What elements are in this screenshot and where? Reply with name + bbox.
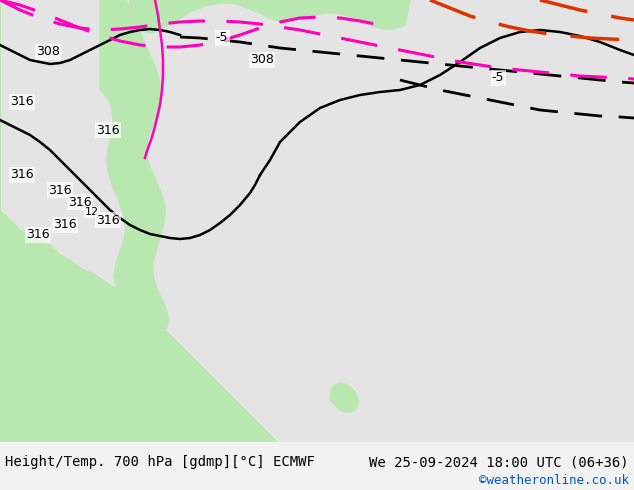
Polygon shape <box>330 383 358 412</box>
Text: 316: 316 <box>10 169 34 181</box>
Text: -5: -5 <box>216 31 228 45</box>
Polygon shape <box>130 0 410 33</box>
Bar <box>0 442 634 490</box>
Text: -5: -5 <box>492 72 504 84</box>
Text: 316: 316 <box>53 219 77 231</box>
Text: 316: 316 <box>26 228 50 242</box>
Polygon shape <box>0 0 325 490</box>
Polygon shape <box>0 0 275 490</box>
Text: 316: 316 <box>96 214 120 226</box>
Text: 12: 12 <box>85 207 99 217</box>
Text: 316: 316 <box>68 196 92 209</box>
Text: We 25-09-2024 18:00 UTC (06+36): We 25-09-2024 18:00 UTC (06+36) <box>370 455 629 469</box>
Text: ©weatheronline.co.uk: ©weatheronline.co.uk <box>479 473 629 487</box>
Text: 316: 316 <box>48 183 72 196</box>
Text: 316: 316 <box>96 123 120 137</box>
Text: 308: 308 <box>36 46 60 58</box>
Text: 308: 308 <box>250 53 274 67</box>
Text: Height/Temp. 700 hPa [gdmp][°C] ECMWF: Height/Temp. 700 hPa [gdmp][°C] ECMWF <box>5 455 315 469</box>
Text: 316: 316 <box>10 96 34 108</box>
Polygon shape <box>100 0 168 333</box>
